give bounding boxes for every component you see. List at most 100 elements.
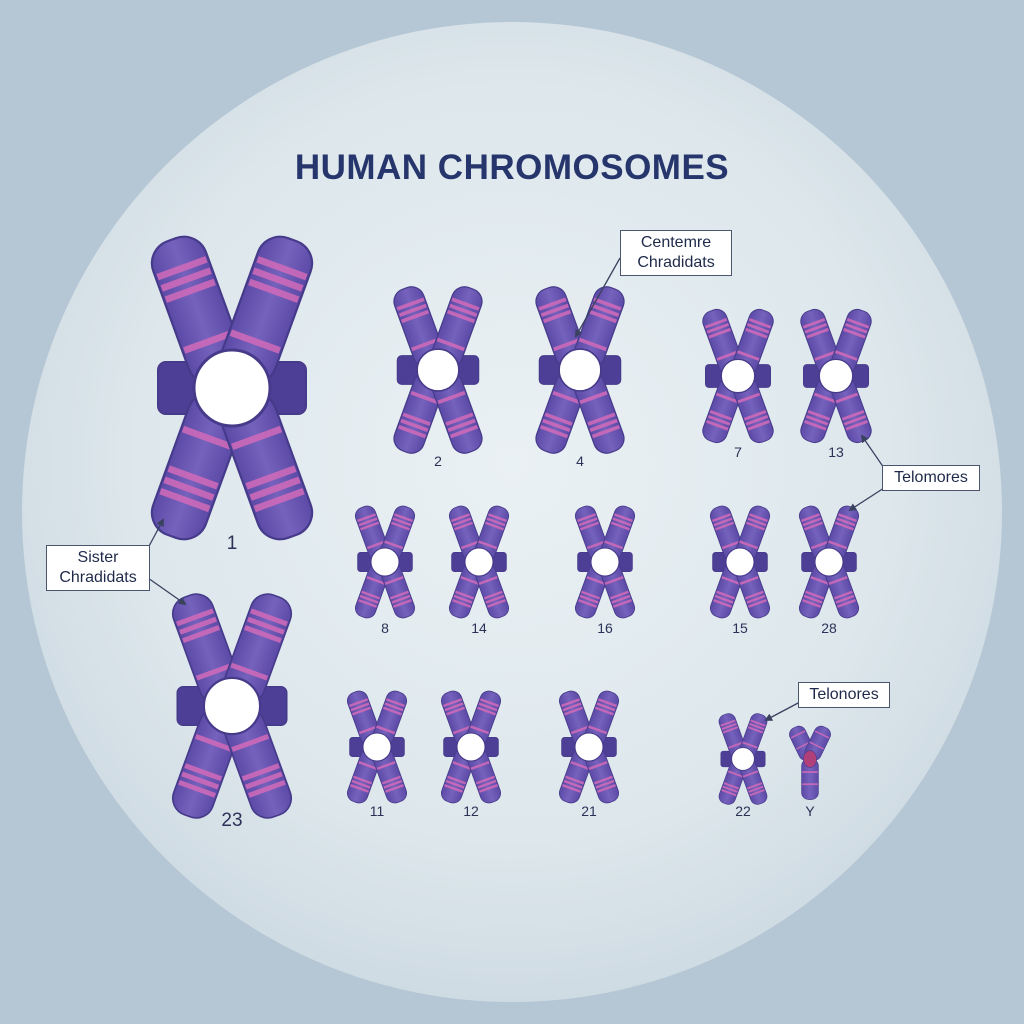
chromosome-21 [558, 690, 620, 804]
chromosome-label-28: 28 [821, 620, 837, 636]
centromere [416, 348, 460, 392]
chromatid-upper-left [448, 505, 484, 561]
chromosome-label-4: 4 [576, 453, 584, 469]
chromosome-label-22: 22 [735, 803, 751, 819]
centromere-pointer [575, 257, 621, 338]
chromosome-8 [354, 505, 416, 619]
chromatid-lower-left [709, 563, 745, 619]
sister-chromatids-callout: Sister Chradidats [46, 545, 150, 591]
chromatid-lower-left [393, 371, 445, 454]
callout-line: Chradidats [59, 569, 137, 586]
chromosome-label-7: 7 [734, 444, 742, 460]
chromatid-upper-right [600, 505, 636, 561]
chromatid-upper-left [800, 308, 842, 375]
chromosome-label-8: 8 [381, 620, 389, 636]
chromatid-upper-left [354, 505, 390, 561]
chromatid-upper-right [380, 505, 416, 561]
centromere [590, 547, 620, 577]
chromosome-label-13: 13 [828, 444, 844, 460]
chromatid-lower-right [466, 748, 502, 804]
chromatid-lower-right [372, 748, 408, 804]
chromatid-upper-right [372, 690, 408, 746]
chromosome-16 [574, 505, 636, 619]
chromatid-upper-left [150, 235, 244, 385]
chromatid-upper-right [573, 286, 625, 369]
chromatid-upper-left [346, 690, 382, 746]
centromere [558, 348, 602, 392]
telomere-pointer-up [860, 434, 885, 469]
chromatid-upper-right [431, 286, 483, 369]
chromatid-upper-right [735, 505, 771, 561]
chromatid-lower-left [448, 563, 484, 619]
chromatid-lower-left [718, 759, 747, 805]
chromatid-lower-right [584, 748, 620, 804]
chromosome-13 [800, 308, 872, 444]
callout-line: Telonores [809, 686, 879, 703]
chromosome-15 [709, 505, 771, 619]
chromatid-upper-left [171, 593, 241, 704]
chromatid-lower-right [600, 563, 636, 619]
centromere [192, 348, 272, 428]
chromatid-lower-left [558, 748, 594, 804]
chromatid-upper-left [535, 286, 587, 369]
chromatid-lower-right [732, 377, 774, 444]
chromatid-lower-left [346, 748, 382, 804]
chromatid-upper-right [830, 308, 872, 375]
centromere [370, 547, 400, 577]
centromere [725, 547, 755, 577]
chromatid-lower-left [535, 371, 587, 454]
sister-pointer-up [147, 518, 164, 549]
centromere [574, 732, 604, 762]
chromatid-upper-left [574, 505, 610, 561]
centromere [818, 358, 854, 394]
chromosome-22 [718, 713, 768, 805]
centromere [202, 676, 262, 736]
chromosome-4 [535, 286, 625, 454]
chromosome-Y [789, 725, 831, 800]
telonores-callout: Telonores [798, 682, 890, 708]
chromosome-7 [702, 308, 774, 444]
callout-line: Centemre [640, 234, 712, 251]
diagram-title: HUMAN CHROMOSOMES [294, 148, 730, 187]
centromere [464, 547, 494, 577]
chromatid-upper-right [824, 505, 860, 561]
chromatid-upper-left [393, 286, 445, 369]
chromatid-upper-left [798, 505, 834, 561]
telonore-pointer [764, 701, 801, 721]
telomeres-callout: Telomores [882, 465, 980, 491]
centromere [731, 747, 755, 771]
chromosome-label-21: 21 [581, 803, 597, 819]
centromere [814, 547, 844, 577]
centromere [362, 732, 392, 762]
callout-line: Telomores [894, 469, 968, 486]
chromatid-upper-left [718, 713, 747, 759]
chromosome-label-14: 14 [471, 620, 487, 636]
chromosome-12 [440, 690, 502, 804]
chromosome-14 [448, 505, 510, 619]
chromatid-lower-left [702, 377, 744, 444]
chromatid-upper-left [440, 690, 476, 746]
chromatid-lower-left [800, 377, 842, 444]
chromosome-label-1: 1 [226, 533, 238, 554]
chromosome-1 [150, 235, 314, 541]
chromosome-label-16: 16 [597, 620, 613, 636]
chromatid-lower-left [150, 391, 244, 541]
chromosome-label-11: 11 [369, 803, 385, 819]
centromere [720, 358, 756, 394]
chromosome-23 [171, 593, 293, 819]
chromatid-upper-left [702, 308, 744, 375]
chromosome-label-Y: Y [805, 803, 815, 819]
chromatid-lower-right [223, 708, 293, 819]
chromosome-11 [346, 690, 408, 804]
callout-line: Sister [77, 549, 119, 566]
chromosome-label-2: 2 [434, 453, 442, 469]
chromatid-upper-right [220, 235, 314, 385]
chromosome-label-12: 12 [463, 803, 479, 819]
chromatid-lower-right [431, 371, 483, 454]
chromosome-label-23: 23 [221, 810, 243, 831]
chromatid-lower-right [220, 391, 314, 541]
callout-line: Chradidats [637, 254, 715, 271]
sister-pointer-down [147, 577, 187, 606]
chromosome-label-15: 15 [732, 620, 748, 636]
